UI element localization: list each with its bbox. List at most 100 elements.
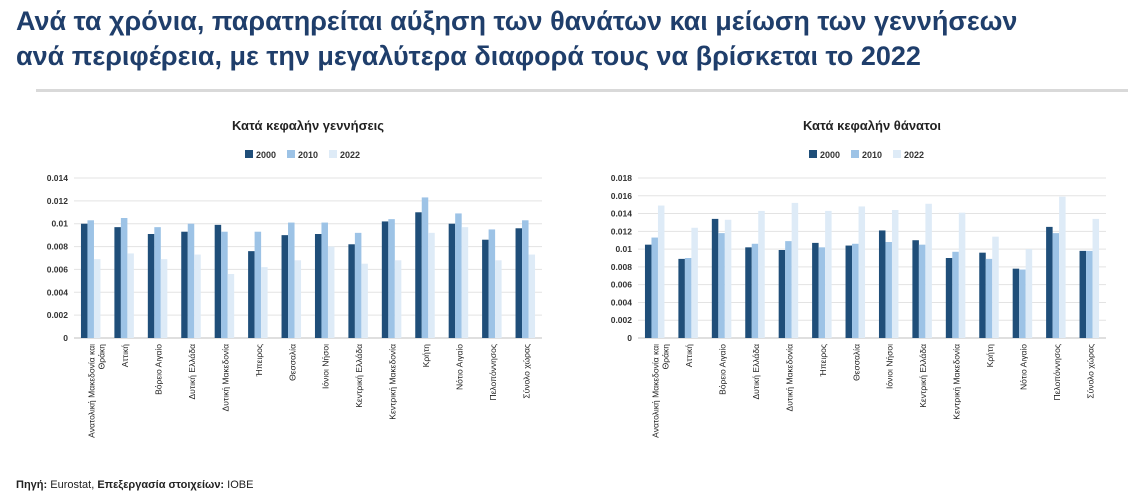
- births-bar-2022: [127, 253, 134, 338]
- deaths-category-label: Πελοπόννησος: [1052, 344, 1062, 401]
- births-legend-swatch-2022: [329, 150, 337, 158]
- page-title: Ανά τα χρόνια, παρατηρείται αύξηση των θ…: [16, 4, 1126, 74]
- births-bar-2022: [294, 260, 302, 338]
- births-bar-2010: [154, 227, 161, 338]
- births-category-label: Βόρειο Αιγαίο: [154, 344, 164, 395]
- births-category-label: Δυτική Ελλάδα: [187, 344, 197, 400]
- deaths-category-label: Κεντρική Ελλάδα: [918, 344, 928, 408]
- births-bar-2010: [288, 222, 295, 338]
- deaths-bar-2022: [1025, 249, 1033, 338]
- births-category-label: Κρήτη: [421, 344, 431, 368]
- deaths-category-label: Δυτική Ελλάδα: [751, 344, 761, 400]
- births-bar-2000: [181, 231, 188, 338]
- births-bar-2010: [455, 213, 462, 338]
- births-category-label: Νότιο Αιγαίο: [454, 344, 464, 390]
- deaths-bar-2010: [751, 243, 759, 338]
- births-bar-2010: [221, 231, 228, 338]
- births-legend-label-2010: 2010: [298, 150, 318, 160]
- deaths-bar-2010: [718, 233, 725, 338]
- births-category-label: Αττική: [120, 344, 130, 368]
- births-bar-2022: [528, 254, 536, 338]
- deaths-bar-2022: [925, 203, 932, 338]
- births-bar-2010: [254, 231, 262, 338]
- births-bar-2022: [361, 263, 368, 338]
- births-bar-2022: [327, 246, 335, 338]
- deaths-bar-2000: [711, 218, 719, 338]
- births-bar-2000: [415, 212, 422, 338]
- births-bar-2000: [248, 251, 255, 338]
- births-bar-2010: [187, 223, 195, 338]
- births-bar-2000: [281, 235, 289, 338]
- births-bar-2022: [428, 232, 435, 338]
- deaths-category-label: Δυτική Μακεδονία: [784, 344, 794, 412]
- deaths-category-label: Κεντρική Μακεδονία: [952, 344, 962, 420]
- processing-text: IOBE: [227, 479, 254, 491]
- deaths-bar-2010: [918, 244, 926, 338]
- births-svg: Κατά κεφαλήν γεννήσεις 2000 2010 2022 0 0.002…: [47, 118, 542, 438]
- births-bar-2000: [515, 228, 523, 338]
- births-bar-2022: [160, 259, 168, 338]
- births-category-label: Ανατολική Μακεδονία καιΘράκη: [87, 344, 107, 438]
- births-bar-2010: [354, 232, 362, 338]
- births-y-tick-label: 0.014: [47, 173, 69, 183]
- births-category-label-line: Ανατολική Μακεδονία και: [87, 344, 97, 438]
- deaths-y-tick-label: 0.008: [611, 262, 633, 272]
- deaths-bar-2010: [651, 237, 658, 338]
- births-category-label: Πελοπόννησος: [488, 344, 498, 401]
- births-y-tick-label: 0.002: [47, 310, 69, 320]
- births-category-label: Θεσσαλία: [287, 344, 297, 381]
- deaths-y-tick-label: 0.018: [611, 173, 633, 183]
- deaths-legend-swatch-2000: [809, 150, 817, 158]
- deaths-svg: Κατά κεφαλήν θάνατοι 2000 2010 2022 0 0.002 0.…: [611, 118, 1106, 438]
- deaths-chart: Κατά κεφαλήν θάνατοι 2000 2010 2022 0 0.002 0.…: [594, 108, 1114, 483]
- births-bar-2022: [261, 267, 268, 338]
- births-category-label-line: Θράκη: [97, 344, 107, 370]
- deaths-bar-2022: [1092, 218, 1100, 338]
- deaths-bar-2022: [791, 202, 799, 338]
- births-bar-2000: [114, 227, 121, 338]
- deaths-y-tick-label: 0.01: [615, 244, 632, 254]
- deaths-category-label: Ήπειρος: [818, 344, 828, 377]
- births-bar-2010: [522, 220, 529, 338]
- births-bar-2010: [421, 197, 429, 338]
- deaths-bar-2010: [852, 243, 859, 338]
- deaths-bar-2022: [758, 210, 765, 338]
- deaths-bar-2010: [1086, 250, 1093, 338]
- births-legend-swatch-2000: [245, 150, 253, 158]
- deaths-bar-2022: [858, 206, 866, 338]
- deaths-bar-2022: [958, 212, 966, 338]
- deaths-legend-label-2010: 2010: [862, 150, 882, 160]
- births-legend: 2000 2010 2022: [245, 150, 360, 160]
- deaths-category-label: Νότιο Αιγαίο: [1018, 344, 1028, 390]
- deaths-bar-2000: [912, 240, 919, 338]
- deaths-bar-2000: [778, 250, 786, 338]
- deaths-bar-2022: [1059, 196, 1066, 338]
- births-bar-2010: [87, 220, 94, 338]
- births-y-tick-label: 0.012: [47, 196, 69, 206]
- births-legend-label-2022: 2022: [340, 150, 360, 160]
- births-bar-2010: [388, 219, 395, 338]
- deaths-bar-2010: [885, 242, 892, 338]
- deaths-title: Κατά κεφαλήν θάνατοι: [803, 118, 941, 133]
- births-bar-2022: [495, 260, 502, 338]
- title-divider: [36, 89, 1128, 92]
- deaths-y-tick-label: 0.004: [611, 297, 633, 307]
- births-y-tick-label: 0: [63, 333, 68, 343]
- deaths-bar-2000: [878, 230, 886, 338]
- deaths-category-label-line: Θράκη: [661, 344, 671, 370]
- deaths-y-tick-label: 0.002: [611, 315, 633, 325]
- deaths-bar-2010: [985, 258, 993, 338]
- deaths-category-label: Ανατολική Μακεδονία καιΘράκη: [651, 344, 671, 438]
- births-category-label: Κεντρική Ελλάδα: [354, 344, 364, 408]
- deaths-bar-2010: [684, 258, 692, 338]
- deaths-bar-2010: [785, 241, 792, 338]
- deaths-bar-2022: [891, 210, 899, 338]
- deaths-bar-2022: [657, 205, 665, 338]
- births-bar-2022: [93, 259, 101, 338]
- births-bar-2022: [394, 260, 402, 338]
- deaths-bar-2010: [1019, 269, 1026, 338]
- deaths-category-label: Βόρειο Αιγαίο: [718, 344, 728, 395]
- deaths-bar-2022: [825, 210, 832, 338]
- deaths-bar-2000: [845, 245, 853, 338]
- deaths-category-label: Ιόνιοι Νήσοι: [885, 344, 895, 389]
